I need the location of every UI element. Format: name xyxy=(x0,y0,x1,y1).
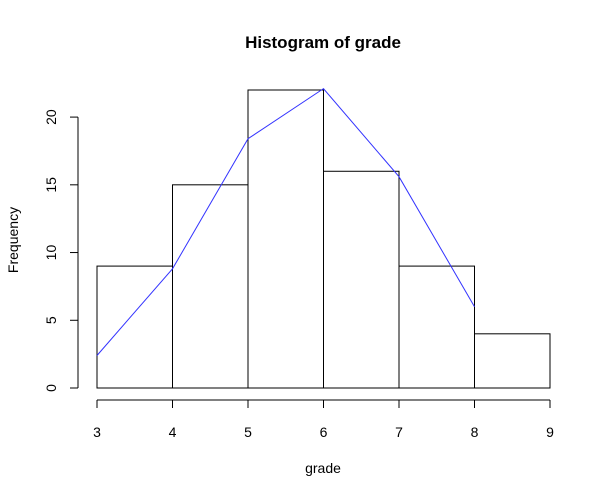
density-line xyxy=(96,87,475,356)
y-tick-label-15: 15 xyxy=(43,177,59,193)
chart-title: Histogram of grade xyxy=(245,33,401,52)
density-line-group xyxy=(96,87,475,356)
histogram-bar-1 xyxy=(96,265,173,389)
histogram-bar-2 xyxy=(172,184,249,389)
x-tick-label-5: 5 xyxy=(244,424,252,440)
x-axis-label: grade xyxy=(305,460,341,476)
y-axis-label: Frequency xyxy=(5,207,21,273)
histogram-bar-3 xyxy=(247,89,324,389)
y-tick-label-0: 0 xyxy=(43,384,59,392)
x-tick-label-4: 4 xyxy=(169,424,177,440)
x-tick-label-9: 9 xyxy=(546,424,554,440)
y-tick-label-20: 20 xyxy=(43,109,59,125)
histogram-bar-5 xyxy=(398,265,475,389)
histogram-bar-6 xyxy=(474,333,551,389)
x-tick-label-8: 8 xyxy=(471,424,479,440)
x-tick-label-6: 6 xyxy=(320,424,328,440)
x-tick-label-7: 7 xyxy=(395,424,403,440)
y-tick-label-5: 5 xyxy=(43,316,59,324)
y-axis: 0 5 10 15 20 xyxy=(43,109,79,392)
y-tick-label-10: 10 xyxy=(43,245,59,261)
histogram-bar-4 xyxy=(323,170,400,389)
x-tick-label-3: 3 xyxy=(93,424,101,440)
bars-group xyxy=(96,89,551,389)
x-axis: 3 4 5 6 7 8 9 xyxy=(93,399,554,440)
